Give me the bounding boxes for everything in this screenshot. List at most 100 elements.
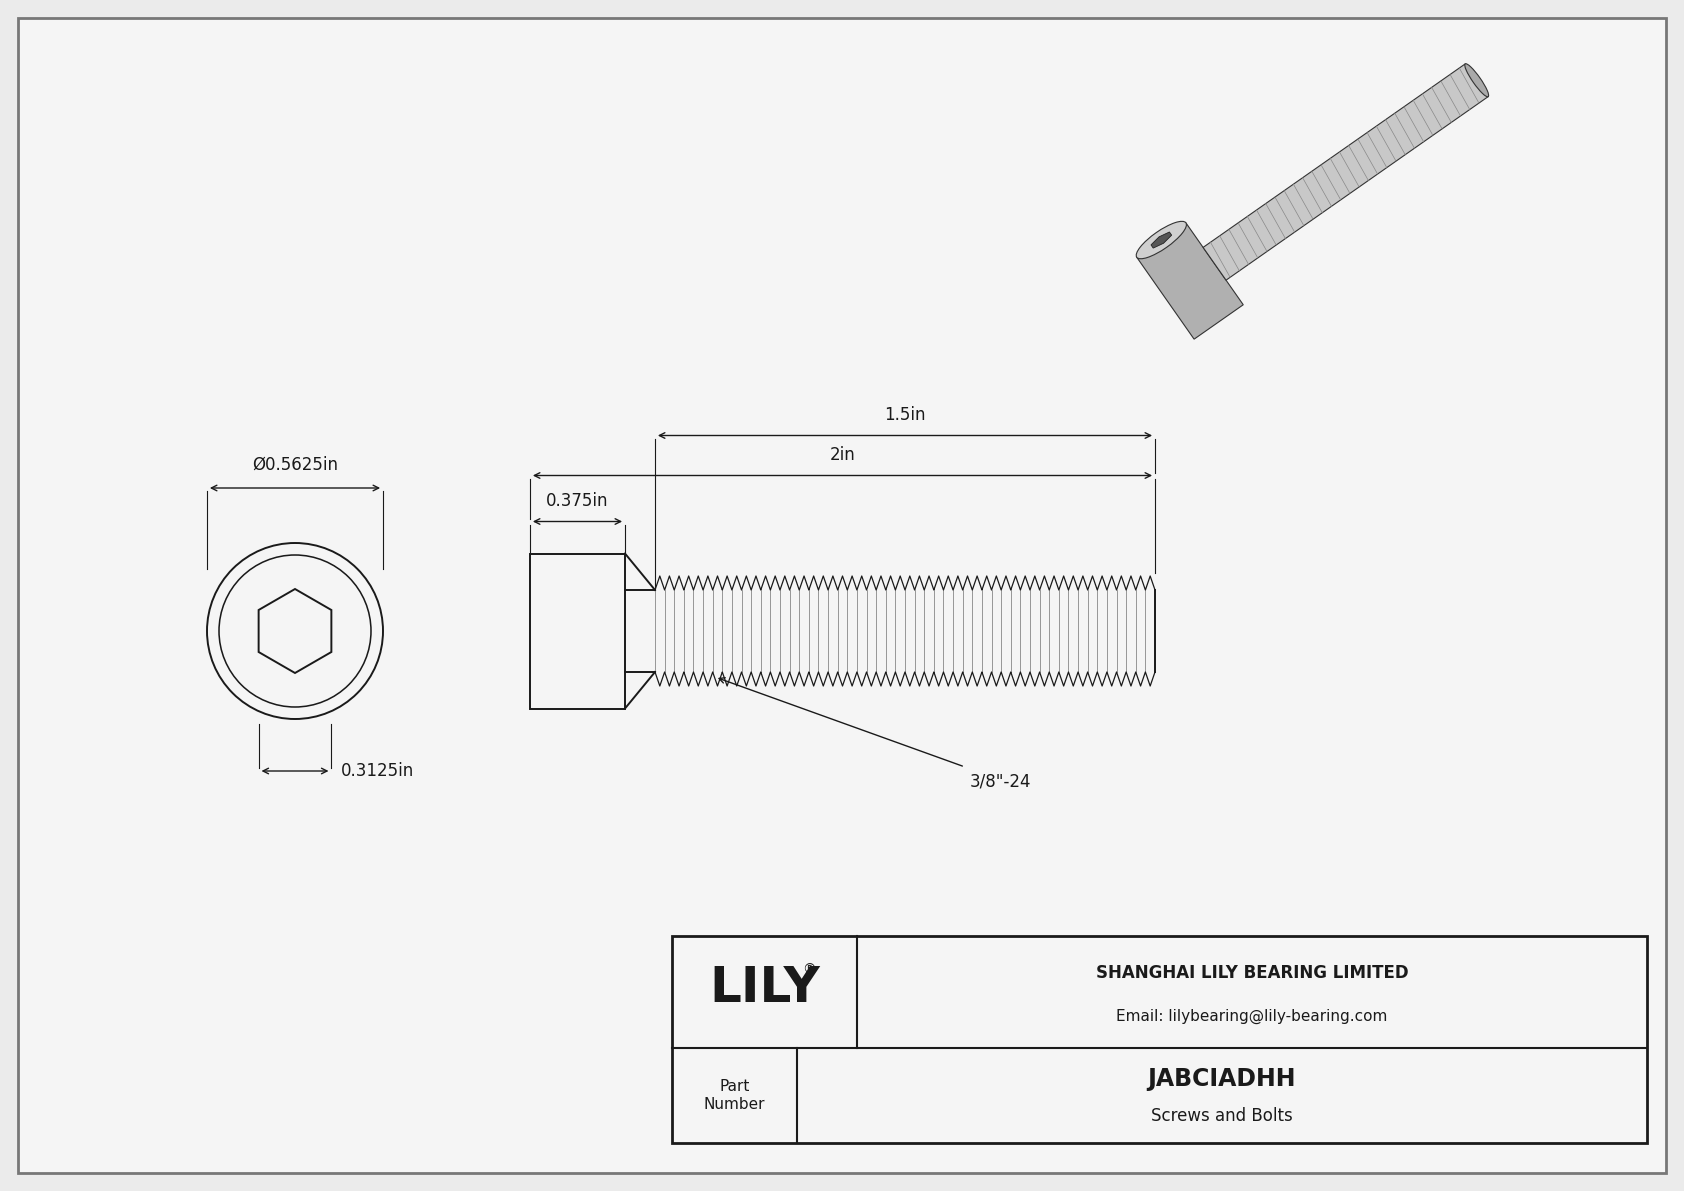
Text: Ø0.5625in: Ø0.5625in: [253, 456, 338, 474]
Line: 2 pts: 2 pts: [1293, 185, 1314, 219]
Point: [1275, 254, 1295, 268]
Line: 2 pts: 2 pts: [1256, 210, 1276, 245]
Point: [1260, 294, 1280, 308]
Point: [1283, 294, 1303, 308]
Point: [1265, 254, 1285, 268]
Point: [1433, 254, 1453, 268]
Point: [1317, 294, 1337, 308]
Text: 3/8"-24: 3/8"-24: [970, 772, 1032, 790]
Polygon shape: [1137, 223, 1243, 339]
Point: [1308, 254, 1329, 268]
Point: [1366, 254, 1386, 268]
Line: 2 pts: 2 pts: [1357, 139, 1378, 174]
Line: 2 pts: 2 pts: [1349, 145, 1369, 181]
Point: [1462, 294, 1482, 308]
Point: [1339, 294, 1359, 308]
Point: [1241, 254, 1261, 268]
Line: 2 pts: 2 pts: [1303, 177, 1322, 213]
Line: 2 pts: 2 pts: [1229, 230, 1248, 264]
Line: 2 pts: 2 pts: [1339, 152, 1359, 187]
Point: [1522, 254, 1543, 268]
Point: [1519, 294, 1539, 308]
Ellipse shape: [1137, 222, 1187, 258]
Point: [1361, 294, 1381, 308]
Line: 2 pts: 2 pts: [1442, 81, 1460, 116]
Line: 2 pts: 2 pts: [1376, 126, 1396, 161]
Text: LILY: LILY: [709, 964, 820, 1012]
Point: [1440, 294, 1460, 308]
Line: 2 pts: 2 pts: [1460, 68, 1479, 104]
Point: [1293, 294, 1314, 308]
Line: 2 pts: 2 pts: [1367, 132, 1388, 168]
Point: [1384, 294, 1404, 308]
Line: 2 pts: 2 pts: [1285, 191, 1303, 225]
Line: 2 pts: 2 pts: [1413, 100, 1433, 136]
Point: [1399, 254, 1420, 268]
Text: 0.3125in: 0.3125in: [342, 762, 414, 780]
Text: ®: ®: [803, 964, 817, 977]
Point: [1376, 254, 1396, 268]
Line: 2 pts: 2 pts: [1275, 197, 1295, 232]
Point: [1332, 254, 1352, 268]
Text: SHANGHAI LILY BEARING LIMITED: SHANGHAI LILY BEARING LIMITED: [1096, 964, 1408, 981]
Point: [1394, 294, 1415, 308]
Point: [1298, 254, 1319, 268]
Point: [1253, 254, 1273, 268]
Point: [1406, 294, 1426, 308]
Line: 2 pts: 2 pts: [1266, 204, 1285, 238]
Point: [1474, 294, 1494, 308]
Line: 2 pts: 2 pts: [1312, 172, 1332, 206]
Point: [1477, 254, 1497, 268]
Line: 2 pts: 2 pts: [1404, 107, 1423, 142]
Point: [1351, 294, 1371, 308]
Point: [1238, 294, 1258, 308]
Point: [1485, 294, 1505, 308]
Point: [1226, 294, 1246, 308]
Text: JABCIADHH: JABCIADHH: [1148, 1067, 1297, 1091]
Point: [1512, 254, 1532, 268]
Line: 2 pts: 2 pts: [1394, 113, 1415, 148]
Line: 2 pts: 2 pts: [1386, 119, 1404, 155]
Point: [1372, 294, 1393, 308]
Point: [1305, 294, 1325, 308]
Point: [1327, 294, 1347, 308]
Point: [1214, 294, 1234, 308]
Ellipse shape: [1465, 63, 1489, 96]
Point: [1495, 294, 1516, 308]
Text: 1.5in: 1.5in: [884, 405, 926, 424]
Bar: [672, 936, 1647, 1143]
Point: [1500, 254, 1521, 268]
Point: [1467, 254, 1487, 268]
Point: [1248, 294, 1268, 308]
Text: Part
Number: Part Number: [704, 1079, 765, 1111]
Point: [1320, 254, 1340, 268]
Point: [1507, 294, 1527, 308]
Point: [1489, 254, 1509, 268]
Point: [1342, 254, 1362, 268]
Polygon shape: [1150, 232, 1172, 248]
Point: [1410, 254, 1430, 268]
Text: 0.375in: 0.375in: [546, 492, 608, 510]
Text: Screws and Bolts: Screws and Bolts: [1152, 1108, 1293, 1125]
Line: 2 pts: 2 pts: [1330, 158, 1351, 193]
Polygon shape: [1202, 64, 1489, 280]
Line: 2 pts: 2 pts: [1219, 236, 1239, 270]
Point: [1443, 254, 1463, 268]
Line: 2 pts: 2 pts: [1431, 87, 1452, 123]
Point: [1421, 254, 1442, 268]
Line: 2 pts: 2 pts: [1320, 164, 1340, 200]
Point: [1271, 294, 1292, 308]
Line: 2 pts: 2 pts: [1450, 75, 1470, 110]
Point: [1428, 294, 1448, 308]
Point: [1287, 254, 1307, 268]
Line: 2 pts: 2 pts: [1211, 242, 1229, 278]
Point: [1219, 254, 1239, 268]
Bar: [530, 554, 625, 709]
Point: [1418, 294, 1438, 308]
Line: 2 pts: 2 pts: [1423, 94, 1442, 129]
Point: [1455, 254, 1475, 268]
Text: 2in: 2in: [830, 445, 855, 463]
Text: Email: lilybearing@lily-bearing.com: Email: lilybearing@lily-bearing.com: [1116, 1009, 1388, 1024]
Point: [1354, 254, 1374, 268]
Point: [1229, 254, 1250, 268]
